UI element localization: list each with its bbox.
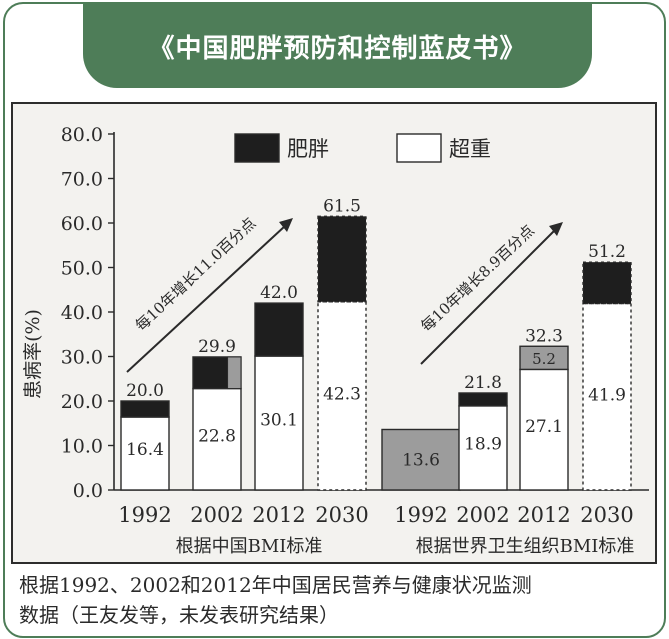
x-tick-label: 2002 — [190, 503, 243, 527]
group-label-china: 根据中国BMI标准 — [176, 536, 323, 557]
data-label-overweight: 42.3 — [323, 385, 361, 405]
y-tick-label: 0.0 — [73, 480, 103, 502]
bar-overweight-2002 — [192, 387, 242, 491]
y-tick-label: 70.0 — [61, 169, 103, 191]
trend-arrow-china — [126, 218, 293, 373]
data-label-total: 42.0 — [260, 283, 298, 303]
x-tick-label: 2002 — [456, 503, 509, 527]
y-tick-label: 10.0 — [61, 436, 103, 458]
y-axis-label: 患病率(%) — [22, 309, 44, 399]
y-tick-label: 30.0 — [61, 347, 103, 369]
data-label-total: 21.8 — [464, 373, 502, 393]
chart-image: 患病率(%) 肥胖 超重 每10年增长11.0百分点 每10年增长8.9百分点 … — [11, 102, 657, 564]
data-label-total: 29.9 — [198, 337, 236, 357]
bar-overweight-2012 — [519, 368, 569, 491]
x-tick-label: 2012 — [252, 503, 305, 527]
bar-obese-2030 — [317, 215, 367, 303]
data-label-overweight: 27.1 — [525, 417, 563, 437]
bar-overweight-1992 — [381, 428, 461, 491]
group-label-who: 根据世界卫生组织BMI标准 — [416, 536, 635, 557]
x-tick-label: 2030 — [580, 503, 633, 527]
x-tick-label: 1992 — [118, 503, 171, 527]
source-caption: 根据1992、2002和2012年中国居民营养与健康状况监测 数据（王友发等，未… — [19, 570, 659, 630]
bar-obese-2012 — [519, 345, 569, 371]
trend-annotation-china: 每10年增长11.0百分点 — [132, 214, 259, 335]
caption-line-2: 数据（王友发等，未发表研究结果） — [19, 603, 339, 627]
x-tick-label: 2030 — [315, 503, 368, 527]
data-label-total: 20.0 — [126, 381, 164, 401]
y-tick-label: 60.0 — [61, 213, 103, 235]
y-tick-label: 80.0 — [61, 124, 103, 146]
bar-overweight-1992 — [120, 416, 170, 491]
y-tick-label: 50.0 — [61, 258, 103, 280]
data-label-overweight: 22.8 — [198, 426, 236, 446]
legend-label-overweight: 超重 — [449, 137, 491, 161]
title-banner: 《中国肥胖预防和控制蓝皮书》 — [83, 4, 592, 88]
y-tick-label: 20.0 — [61, 391, 103, 413]
y-tick-label: 40.0 — [61, 302, 103, 324]
data-label-total: 61.5 — [323, 196, 361, 216]
data-label-overweight: 18.9 — [464, 435, 502, 455]
data-label-inner: 5.2 — [532, 350, 556, 368]
legend-swatch-overweight — [396, 133, 442, 163]
bar-obese-2012 — [254, 302, 304, 357]
trend-arrow-who — [420, 222, 563, 365]
legend-swatch-obese — [234, 133, 280, 163]
data-label-overweight: 13.6 — [402, 451, 440, 471]
trend-annotation-who: 每10年增长8.9百分点 — [417, 221, 537, 335]
legend: 肥胖 超重 — [234, 133, 491, 163]
bar-overweight-2030 — [317, 301, 367, 491]
data-label-overweight: 16.4 — [126, 440, 164, 460]
bar-obese-2002 — [458, 392, 508, 407]
bar-chart: 患病率(%) 肥胖 超重 每10年增长11.0百分点 每10年增长8.9百分点 … — [22, 124, 649, 557]
data-label-total: 32.3 — [525, 326, 563, 346]
bar-overweight-2012 — [254, 355, 304, 491]
bar-shaded-part — [227, 356, 242, 390]
caption-line-1: 根据1992、2002和2012年中国居民营养与健康状况监测 — [19, 573, 532, 597]
bar-obese-1992 — [120, 400, 170, 418]
bar-obese-2030 — [582, 261, 632, 305]
data-label-overweight: 41.9 — [588, 386, 626, 406]
x-tick-label: 2012 — [517, 503, 570, 527]
page-title: 《中国肥胖预防和控制蓝皮书》 — [148, 33, 527, 64]
data-label-overweight: 30.1 — [260, 411, 298, 431]
data-label-total: 51.2 — [588, 242, 626, 262]
legend-label-obese: 肥胖 — [287, 137, 329, 161]
x-tick-label: 1992 — [394, 503, 447, 527]
card-frame: 《中国肥胖预防和控制蓝皮书》 患病率(%) 肥胖 超重 每10年增长11.0百分… — [3, 2, 666, 638]
